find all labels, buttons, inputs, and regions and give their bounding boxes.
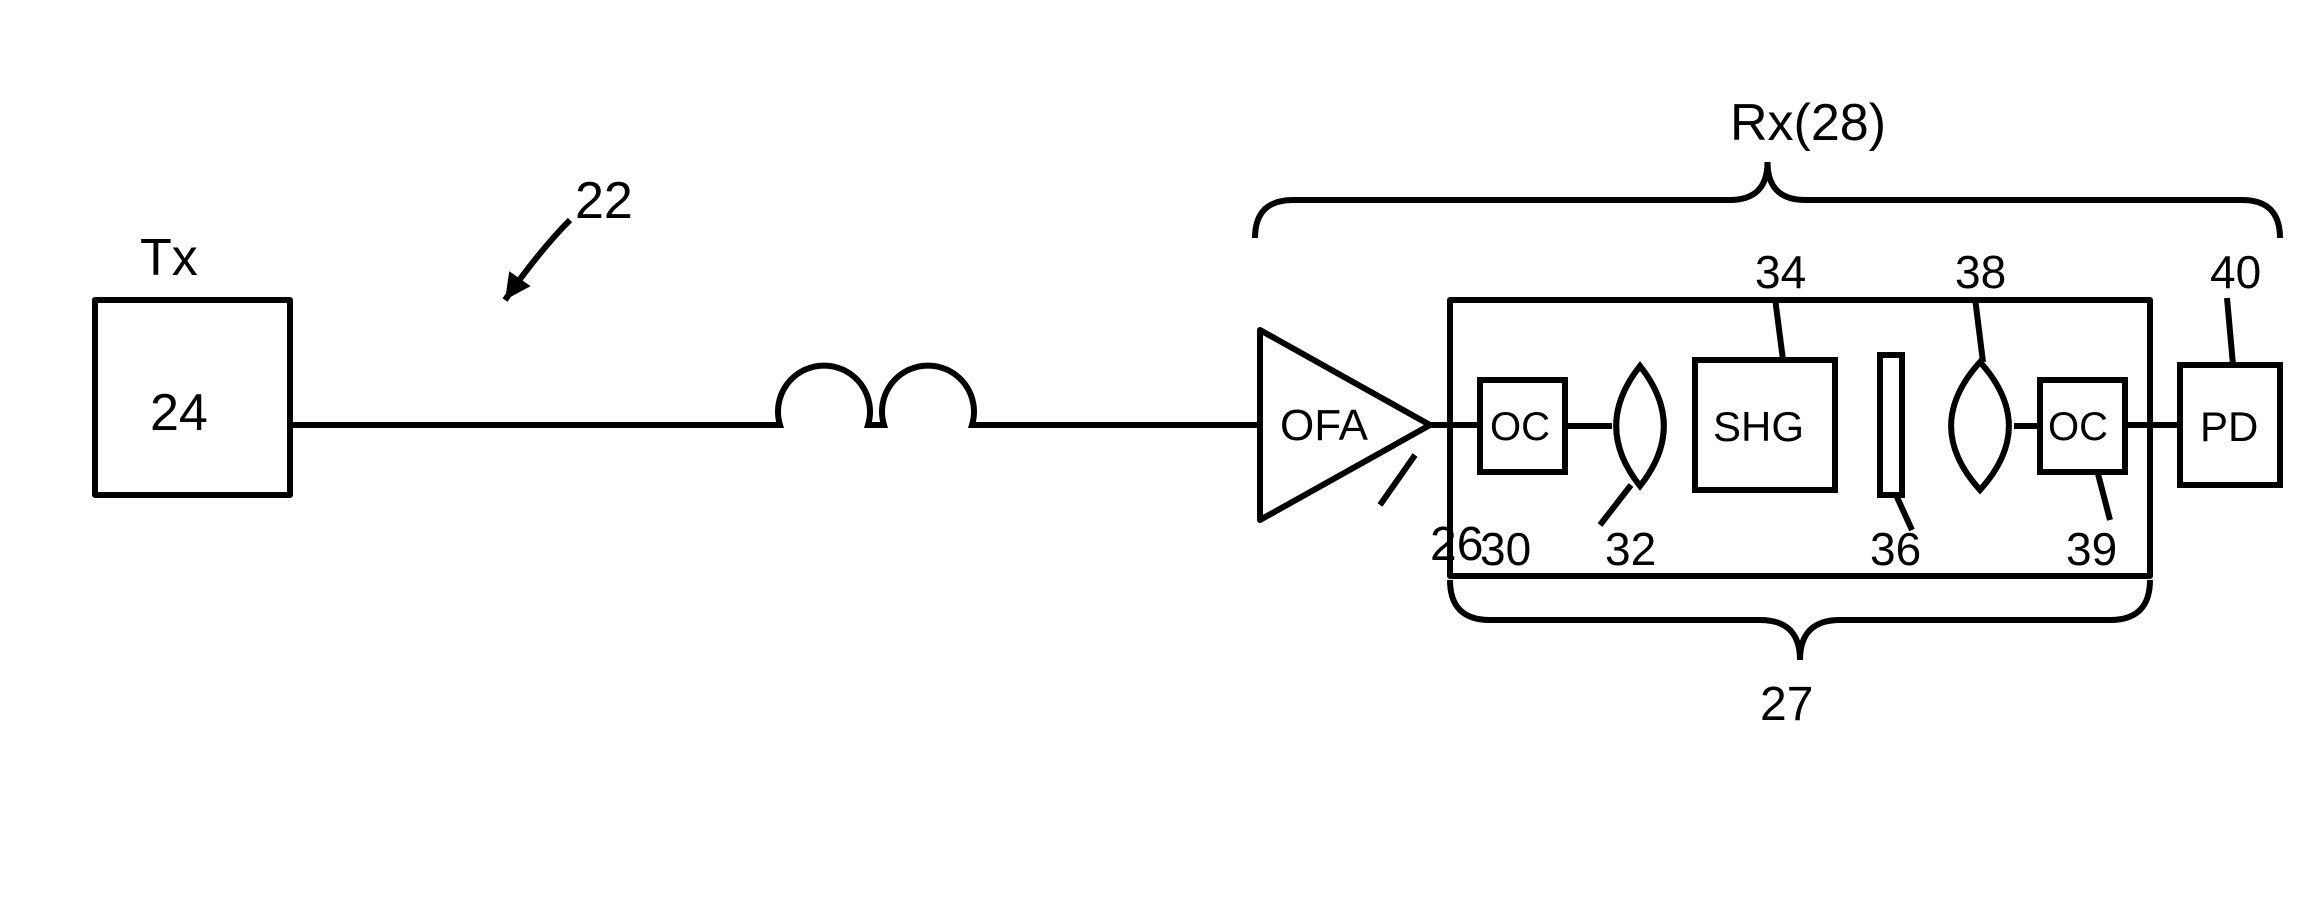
filter-number: 36 [1870, 523, 1921, 575]
tx-label: Tx [140, 229, 198, 287]
rx-label: Rx(28) [1730, 94, 1886, 152]
oc-left-label: OC [1490, 405, 1550, 449]
shg-label: SHG [1713, 403, 1804, 450]
pd-number: 40 [2210, 246, 2261, 298]
ofa-label: OFA [1280, 401, 1369, 450]
arrow-22-head [505, 271, 531, 300]
rx-brace [1255, 162, 2280, 238]
system-number: 22 [575, 172, 633, 230]
lens-left [1616, 366, 1664, 486]
shg-number: 34 [1755, 246, 1806, 298]
shg-tick [1775, 298, 1783, 360]
lens-left-number: 32 [1605, 523, 1656, 575]
brace-27-number: 27 [1760, 678, 1813, 731]
oc-right-tick [2097, 470, 2110, 520]
pd-label: PD [2200, 403, 2258, 450]
lens-right-tick [1975, 298, 1983, 362]
tx-number: 24 [150, 384, 208, 442]
oc-right-number: 39 [2066, 523, 2117, 575]
lens-left-tick [1600, 485, 1631, 525]
ofa-tick [1380, 455, 1415, 505]
filter-box [1880, 355, 1902, 495]
lens-right-number: 38 [1955, 246, 2006, 298]
ofa-number: 26 [1430, 518, 1483, 571]
oc-left-number: 30 [1480, 523, 1531, 575]
oc-right-label: OC [2048, 405, 2108, 449]
lens-right [1951, 362, 2009, 490]
pd-tick [2227, 298, 2233, 365]
brace-27 [1450, 580, 2150, 660]
fiber-line [290, 366, 1260, 425]
